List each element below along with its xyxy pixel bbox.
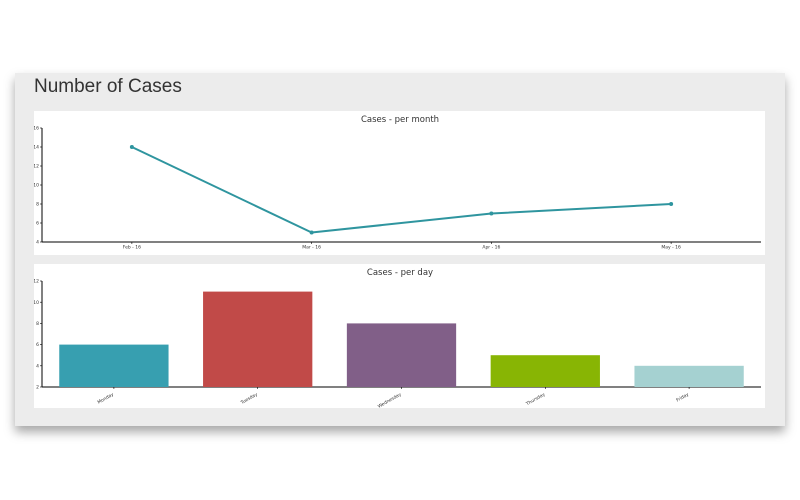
line-chart-x-tick-label: May - 16 — [661, 245, 681, 251]
bar-chart-x-tick-label: Wednesday — [377, 391, 403, 408]
line-chart-y-tick-label: 10 — [34, 183, 39, 189]
line-chart-x-tick-label: Mar - 16 — [302, 245, 321, 251]
line-chart-y-tick-label: 14 — [34, 145, 39, 151]
data-point — [129, 145, 134, 149]
bar — [346, 323, 457, 387]
bar-chart-x-tick-label: Thursday — [524, 391, 546, 407]
data-point — [309, 230, 314, 235]
bar-chart-y-tick-label: 2 — [36, 385, 39, 391]
bar — [203, 291, 313, 387]
bar-chart-card: Cases - per day 2 4 6 8 10 12 Monday Tuesday Wed… — [34, 264, 765, 408]
bar-chart-x-tick-label: Monday — [97, 391, 116, 405]
line-chart-title: Cases - per month — [361, 115, 439, 125]
bar-chart-y-tick-label: 10 — [34, 300, 39, 306]
data-point — [669, 202, 674, 206]
bar-chart-x-tick-label: Friday — [675, 391, 690, 403]
bar-chart-y-tick-label: 8 — [36, 321, 39, 327]
cases-per-day-chart: Cases - per day 2 4 6 8 10 12 Monday Tuesday Wed… — [34, 268, 761, 408]
cases-per-month-chart: Cases - per month 4 6 8 10 12 14 16 Feb - 16 Mar… — [34, 115, 761, 251]
series-line — [131, 146, 672, 234]
line-chart-y-tick-label: 16 — [34, 126, 39, 132]
bar — [490, 355, 600, 387]
bar-chart-x-tick-label: Tuesday — [239, 391, 259, 406]
bar — [634, 365, 744, 387]
line-chart-x-tick-label: Feb - 16 — [123, 245, 141, 251]
bar-chart-y-tick-label: 4 — [36, 363, 39, 369]
line-chart-y-tick-label: 8 — [36, 202, 39, 208]
bar-chart-y-tick-label: 6 — [36, 342, 39, 348]
cases-panel: Number of Cases Cases - per month 4 6 8 10 1… — [15, 73, 785, 426]
data-point — [489, 211, 494, 216]
line-chart-card: Cases - per month 4 6 8 10 12 14 16 Feb - 16 Mar… — [34, 111, 765, 255]
line-chart-y-tick-label: 4 — [36, 240, 39, 246]
bar-chart-title: Cases - per day — [367, 268, 433, 278]
page-title: Number of Cases — [34, 76, 182, 97]
line-chart-y-tick-label: 6 — [36, 221, 39, 227]
bar-chart-y-tick-label: 12 — [34, 279, 39, 285]
bar — [59, 344, 169, 387]
line-chart-x-tick-label: Apr - 16 — [482, 245, 500, 251]
line-chart-y-tick-label: 12 — [34, 164, 39, 170]
